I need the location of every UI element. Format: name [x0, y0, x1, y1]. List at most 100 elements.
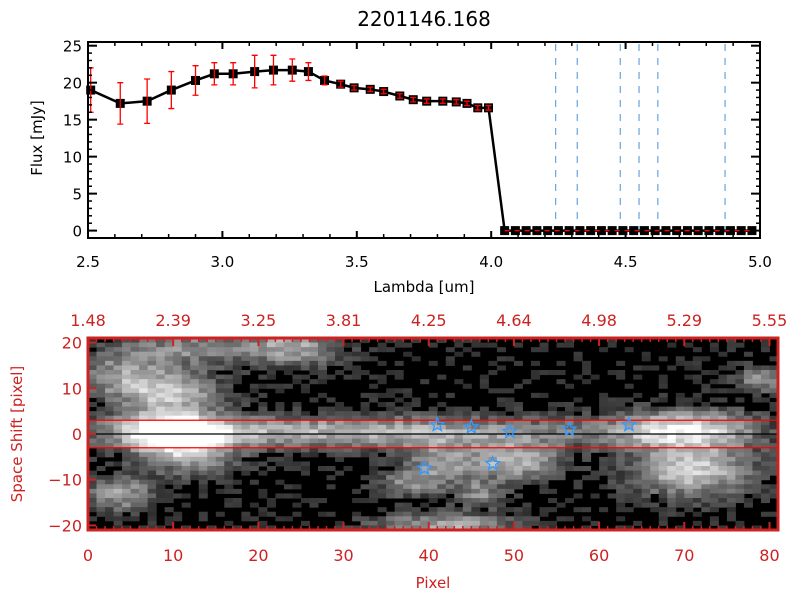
image-pixel: [122, 434, 132, 440]
image-pixel: [607, 484, 617, 490]
image-pixel: [266, 434, 276, 440]
image-pixel: [215, 438, 225, 444]
image-pixel: [369, 461, 379, 467]
image-pixel: [394, 342, 404, 348]
image-pixel: [513, 443, 523, 449]
image-pixel: [445, 438, 455, 444]
image-pixel: [565, 406, 575, 412]
image-pixel: [582, 475, 592, 481]
image-pixel: [369, 470, 379, 476]
image-pixel: [215, 379, 225, 385]
image-pixel: [735, 488, 745, 494]
image-pixel: [428, 392, 438, 398]
image-pixel: [122, 392, 132, 398]
image-pixel: [650, 443, 660, 449]
image-pixel: [300, 388, 310, 394]
image-pixel: [633, 520, 643, 526]
image-pixel: [650, 466, 660, 472]
image-pixel: [667, 434, 677, 440]
image-pixel: [215, 511, 225, 517]
image-pixel: [743, 388, 753, 394]
image-pixel: [352, 420, 362, 426]
image-pixel: [556, 461, 566, 467]
image-pixel: [181, 347, 191, 353]
image-pixel: [496, 365, 506, 371]
image-pixel: [479, 434, 489, 440]
image-pixel: [343, 360, 353, 366]
image-pixel: [394, 511, 404, 517]
image-pixel: [360, 525, 370, 531]
image-pixel: [386, 411, 396, 417]
image-pixel: [701, 420, 711, 426]
image-pixel: [130, 420, 140, 426]
image-pixel: [96, 424, 106, 430]
image-pixel: [292, 402, 302, 408]
image-pixel: [437, 443, 447, 449]
image-pixel: [692, 498, 702, 504]
image-pixel: [726, 456, 736, 462]
image-pixel: [599, 406, 609, 412]
image-pixel: [198, 484, 208, 490]
image-pixel: [386, 461, 396, 467]
image-pixel: [173, 424, 183, 430]
image-pixel: [709, 479, 719, 485]
image-pixel: [181, 452, 191, 458]
image-pixel: [198, 447, 208, 453]
image-pixel: [556, 452, 566, 458]
image-pixel: [130, 479, 140, 485]
star-marker: [484, 454, 502, 471]
image-pixel: [139, 392, 149, 398]
image-pixel: [122, 456, 132, 462]
image-pixel: [173, 475, 183, 481]
image-pixel: [437, 520, 447, 526]
image-pixel: [105, 356, 115, 362]
image-pixel: [590, 443, 600, 449]
image-pixel: [156, 484, 166, 490]
image-pixel: [113, 520, 123, 526]
image-pixel: [624, 466, 634, 472]
image-pixel: [445, 484, 455, 490]
image-pixel: [539, 452, 549, 458]
image-pixel: [675, 424, 685, 430]
image-pixel: [496, 470, 506, 476]
image-pixel: [539, 475, 549, 481]
image-pixel: [437, 415, 447, 421]
image-pixel: [352, 342, 362, 348]
image-pixel: [692, 520, 702, 526]
image-pixel: [496, 443, 506, 449]
image-pixel: [275, 342, 285, 348]
image-pixel: [173, 360, 183, 366]
image-pixel: [445, 502, 455, 508]
top-wavelength-tick-label: 1.48: [70, 311, 106, 330]
image-pixel: [139, 502, 149, 508]
image-pixel: [505, 397, 515, 403]
image-pixel: [675, 438, 685, 444]
image-pixel: [232, 420, 242, 426]
image-pixel: [548, 434, 558, 440]
image-pixel: [709, 498, 719, 504]
image-pixel: [428, 342, 438, 348]
image-pixel: [283, 456, 293, 462]
image-pixel: [181, 443, 191, 449]
image-pixel: [590, 434, 600, 440]
image-pixel: [428, 406, 438, 412]
image-pixel: [386, 338, 396, 344]
image-pixel: [105, 411, 115, 417]
image-pixel: [241, 443, 251, 449]
image-pixel: [105, 347, 115, 353]
image-pixel: [275, 411, 285, 417]
image-pixel: [241, 470, 251, 476]
image-pixel: [633, 470, 643, 476]
image-pixel: [667, 452, 677, 458]
image-pixel: [548, 507, 558, 513]
image-pixel: [266, 383, 276, 389]
image-pixel: [266, 429, 276, 435]
image-pixel: [667, 498, 677, 504]
image-pixel: [139, 356, 149, 362]
image-pixel: [386, 370, 396, 376]
image-pixel: [471, 351, 481, 357]
image-pixel: [96, 347, 106, 353]
image-pixel: [479, 466, 489, 472]
image-pixel: [377, 479, 387, 485]
image-pixel: [428, 516, 438, 522]
